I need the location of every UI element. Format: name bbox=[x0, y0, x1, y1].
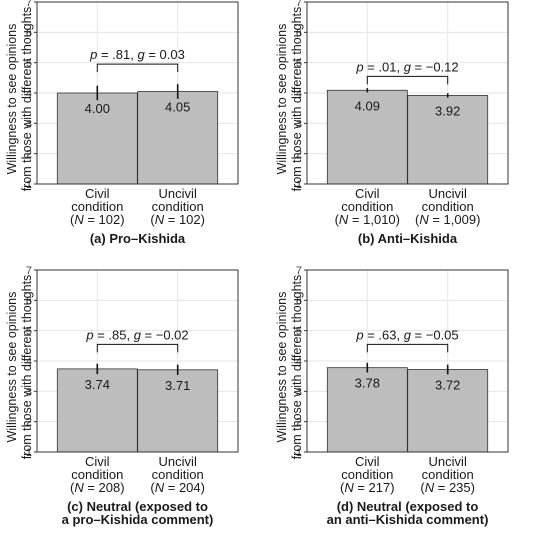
y-tick-label: 7 bbox=[296, 265, 302, 277]
significance-annotation: p = .85, g = −0.02 bbox=[85, 327, 188, 342]
y-axis-label: Willingness to see opinions bbox=[275, 292, 289, 443]
bar-value-label: 4.09 bbox=[355, 98, 380, 113]
bar bbox=[407, 95, 489, 185]
y-tick-label: 2 bbox=[26, 149, 32, 161]
y-axis-label: from those with different thoughts bbox=[290, 7, 304, 192]
y-tick-label: 5 bbox=[26, 326, 32, 338]
y-tick-label: 5 bbox=[296, 326, 302, 338]
y-tick-label: 3 bbox=[26, 118, 32, 130]
chart-panel-a: 4.00 4.05 p = .81, g = 0.03 1 2 3 4 5 6 7 Willingn… bbox=[5, 0, 239, 246]
y-axis-label: Willingness to see opinions bbox=[5, 292, 19, 443]
y-axis-label: from those with different thoughts bbox=[20, 7, 34, 192]
y-tick-label: 4 bbox=[26, 356, 32, 368]
bar-value-label: 3.74 bbox=[85, 377, 110, 392]
bar bbox=[137, 91, 219, 185]
y-tick-label: 2 bbox=[296, 417, 302, 429]
x-tick-label: condition bbox=[71, 467, 123, 482]
x-tick-label: condition bbox=[422, 199, 474, 214]
sample-size-label: (N = 208) bbox=[70, 480, 125, 495]
bar-value-label: 3.72 bbox=[435, 377, 460, 392]
bar-value-label: 4.05 bbox=[165, 99, 190, 114]
x-tick-label: condition bbox=[71, 199, 123, 214]
y-tick-label: 2 bbox=[26, 417, 32, 429]
y-axis-label: from those with different thoughts bbox=[20, 275, 34, 460]
y-tick-label: 3 bbox=[296, 386, 302, 398]
y-tick-label: 1 bbox=[296, 447, 302, 459]
y-tick-label: 1 bbox=[296, 179, 302, 191]
chart-panel-c: 3.74 3.71 p = .85, g = −0.02 1 2 3 4 5 6 7 Willing… bbox=[5, 265, 239, 527]
y-axis-label: from those with different thoughts bbox=[290, 275, 304, 460]
x-tick-label: condition bbox=[341, 199, 393, 214]
x-tick-label: Uncivil bbox=[159, 186, 197, 201]
y-tick-label: 5 bbox=[26, 58, 32, 70]
significance-bracket bbox=[366, 75, 449, 85]
y-tick-label: 7 bbox=[296, 0, 302, 9]
panel-caption: (d) Neutral (exposed to bbox=[337, 499, 479, 514]
x-tick-label: Civil bbox=[355, 186, 380, 201]
significance-bracket bbox=[96, 63, 179, 73]
significance-bracket bbox=[366, 343, 449, 353]
bar bbox=[56, 368, 138, 453]
significance-bracket bbox=[96, 343, 179, 353]
chart-panel-b: 4.09 3.92 p = .01, g = −0.12 1 2 3 4 5 6 7 Willing… bbox=[275, 0, 509, 246]
bar-value-label: 4.00 bbox=[85, 101, 110, 116]
x-tick-label: Civil bbox=[85, 454, 110, 469]
panel-caption: an anti–Kishida comment) bbox=[327, 512, 489, 527]
sample-size-label: (N = 204) bbox=[150, 480, 205, 495]
y-tick-label: 3 bbox=[26, 386, 32, 398]
x-tick-label: Civil bbox=[355, 454, 380, 469]
bar bbox=[326, 367, 408, 453]
y-axis-label: Willingness to see opinions bbox=[5, 24, 19, 175]
bar bbox=[137, 369, 219, 453]
bar-value-label: 3.78 bbox=[355, 376, 380, 391]
chart-panel-d: 3.78 3.72 p = .63, g = −0.05 1 2 3 4 5 6 7 Willing… bbox=[275, 265, 509, 527]
significance-annotation: p = .01, g = −0.12 bbox=[355, 59, 458, 74]
panel-caption: a pro–Kishida comment) bbox=[62, 512, 214, 527]
sample-size-label: (N = 235) bbox=[420, 480, 475, 495]
bar-value-label: 3.92 bbox=[435, 103, 460, 118]
y-tick-label: 1 bbox=[26, 179, 32, 191]
x-tick-label: Uncivil bbox=[429, 186, 467, 201]
x-tick-label: Uncivil bbox=[429, 454, 467, 469]
y-tick-label: 4 bbox=[296, 88, 302, 100]
x-tick-label: condition bbox=[341, 467, 393, 482]
panel-caption: (a) Pro–Kishida bbox=[90, 231, 186, 246]
x-tick-label: condition bbox=[422, 467, 474, 482]
significance-annotation: p = .63, g = −0.05 bbox=[355, 327, 458, 342]
y-axis-label: Willingness to see opinions bbox=[275, 24, 289, 175]
sample-size-label: (N = 217) bbox=[340, 480, 395, 495]
x-tick-label: condition bbox=[152, 199, 204, 214]
y-tick-label: 7 bbox=[26, 265, 32, 277]
y-tick-label: 7 bbox=[26, 0, 32, 9]
x-tick-label: Uncivil bbox=[159, 454, 197, 469]
bar bbox=[326, 89, 408, 185]
y-tick-label: 6 bbox=[296, 27, 302, 39]
y-tick-label: 3 bbox=[296, 118, 302, 130]
panel-caption: (c) Neutral (exposed to bbox=[67, 499, 208, 514]
significance-annotation: p = .81, g = 0.03 bbox=[89, 47, 185, 62]
x-tick-label: Civil bbox=[85, 186, 110, 201]
y-tick-label: 4 bbox=[26, 88, 32, 100]
y-tick-label: 6 bbox=[296, 295, 302, 307]
y-tick-label: 5 bbox=[296, 58, 302, 70]
bar bbox=[407, 369, 489, 453]
panel-caption: (b) Anti–Kishida bbox=[358, 231, 458, 246]
x-tick-label: condition bbox=[152, 467, 204, 482]
sample-size-label: (N = 102) bbox=[70, 212, 125, 227]
bar-value-label: 3.71 bbox=[165, 378, 190, 393]
y-tick-label: 6 bbox=[26, 27, 32, 39]
sample-size-label: (N = 102) bbox=[150, 212, 205, 227]
y-tick-label: 2 bbox=[296, 149, 302, 161]
y-tick-label: 1 bbox=[26, 447, 32, 459]
y-tick-label: 6 bbox=[26, 295, 32, 307]
sample-size-label: (N = 1,010) bbox=[335, 212, 400, 227]
sample-size-label: (N = 1,009) bbox=[415, 212, 480, 227]
y-tick-label: 4 bbox=[296, 356, 302, 368]
